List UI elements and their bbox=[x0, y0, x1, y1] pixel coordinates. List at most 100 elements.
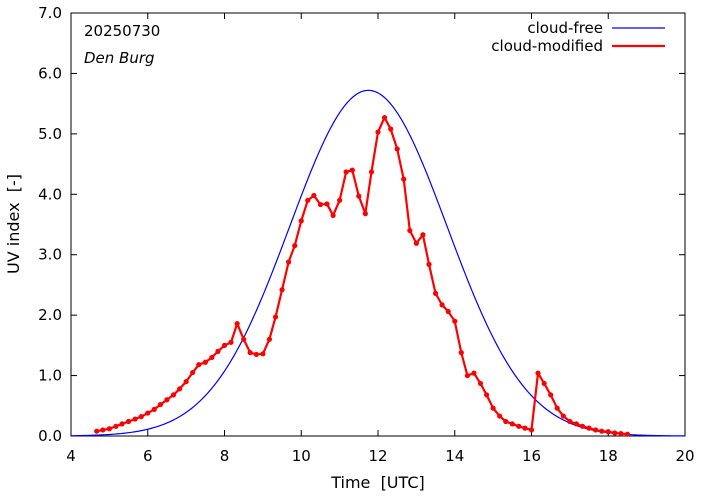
x-tick-label: 10 bbox=[292, 447, 311, 465]
data-point-cloud-modified bbox=[522, 425, 528, 431]
data-point-cloud-modified bbox=[183, 379, 189, 385]
data-point-cloud-modified bbox=[266, 336, 272, 342]
x-tick-label: 6 bbox=[143, 447, 153, 465]
data-point-cloud-modified bbox=[317, 201, 324, 208]
data-point-cloud-modified bbox=[106, 426, 112, 432]
y-tick-label: 6.0 bbox=[38, 64, 62, 82]
y-tick-label: 1.0 bbox=[38, 367, 62, 385]
data-point-cloud-modified bbox=[209, 354, 215, 361]
data-point-cloud-modified bbox=[420, 232, 426, 238]
data-point-cloud-modified bbox=[497, 413, 503, 419]
data-point-cloud-modified bbox=[164, 397, 170, 403]
data-point-cloud-modified bbox=[330, 212, 336, 219]
data-point-cloud-modified bbox=[279, 287, 285, 293]
data-point-cloud-modified bbox=[432, 290, 439, 296]
data-point-cloud-modified bbox=[599, 428, 605, 434]
plot-frame bbox=[70, 12, 686, 437]
data-point-cloud-modified bbox=[464, 372, 471, 379]
data-point-cloud-modified bbox=[452, 318, 458, 324]
data-point-cloud-modified bbox=[586, 425, 592, 431]
y-tick-label: 2.0 bbox=[38, 306, 62, 324]
data-point-cloud-modified bbox=[260, 351, 266, 357]
data-point-cloud-modified bbox=[343, 169, 349, 175]
x-tick-label: 14 bbox=[445, 447, 464, 465]
data-point-cloud-modified bbox=[605, 429, 611, 435]
data-point-cloud-modified bbox=[401, 176, 407, 182]
x-axis-title: Time [UTC] bbox=[330, 473, 425, 492]
data-point-cloud-modified bbox=[439, 302, 445, 308]
data-point-cloud-modified bbox=[624, 431, 631, 437]
x-tick-labels: 4 6 8 10 12 14 16 18 20 bbox=[66, 447, 694, 465]
legend-label-cloud-modified: cloud-modified bbox=[491, 37, 603, 55]
annotation-date: 20250730 bbox=[84, 22, 160, 40]
data-point-cloud-modified bbox=[356, 193, 362, 199]
data-point-cloud-modified bbox=[132, 416, 138, 422]
y-axis-title: UV index [-] bbox=[4, 174, 23, 274]
data-point-cloud-modified bbox=[509, 421, 515, 427]
data-point-cloud-modified bbox=[157, 401, 164, 408]
data-point-cloud-modified bbox=[388, 126, 394, 132]
data-point-cloud-modified bbox=[292, 243, 298, 249]
data-point-cloud-modified bbox=[202, 359, 208, 365]
data-point-cloud-modified bbox=[285, 259, 292, 265]
data-point-cloud-modified bbox=[394, 146, 400, 152]
data-point-cloud-modified bbox=[324, 201, 330, 207]
x-tick-label: 8 bbox=[220, 447, 230, 465]
data-point-cloud-modified bbox=[151, 406, 157, 413]
data-point-cloud-modified bbox=[298, 218, 304, 224]
x-tick-label: 18 bbox=[599, 447, 618, 465]
data-point-cloud-modified bbox=[125, 418, 132, 425]
data-point-cloud-modified bbox=[541, 380, 547, 387]
data-point-cloud-modified bbox=[554, 405, 560, 411]
y-tick-label: 4.0 bbox=[38, 185, 62, 203]
data-point-cloud-modified bbox=[560, 413, 566, 419]
y-tick-labels: 0.0 1.0 2.0 3.0 4.0 5.0 6.0 7.0 bbox=[38, 4, 62, 445]
data-point-cloud-modified bbox=[94, 428, 100, 434]
axis-ticks bbox=[70, 12, 686, 437]
data-point-cloud-modified bbox=[272, 314, 279, 320]
data-point-cloud-modified bbox=[535, 370, 541, 376]
data-point-cloud-modified bbox=[337, 197, 343, 203]
data-point-cloud-modified bbox=[477, 380, 484, 387]
y-tick-label: 3.0 bbox=[38, 246, 62, 264]
x-tick-label: 16 bbox=[522, 447, 541, 465]
data-point-cloud-modified bbox=[368, 169, 375, 175]
data-point-cloud-modified bbox=[241, 336, 247, 342]
data-point-cloud-modified bbox=[215, 348, 221, 354]
data-point-cloud-modified bbox=[592, 427, 599, 433]
data-point-cloud-modified bbox=[579, 423, 586, 429]
data-point-cloud-modified bbox=[100, 427, 106, 433]
data-point-cloud-modified bbox=[612, 430, 618, 436]
series-layer bbox=[70, 89, 686, 437]
data-point-cloud-modified bbox=[528, 427, 535, 433]
data-point-cloud-modified bbox=[138, 414, 144, 420]
y-tick-label: 0.0 bbox=[38, 427, 62, 445]
data-point-cloud-modified bbox=[471, 370, 477, 376]
data-point-cloud-modified bbox=[484, 392, 490, 398]
y-tick-label: 7.0 bbox=[38, 4, 62, 22]
data-point-cloud-modified bbox=[311, 192, 317, 199]
x-tick-label: 20 bbox=[675, 447, 694, 465]
data-point-cloud-modified bbox=[413, 240, 419, 246]
data-point-cloud-modified bbox=[305, 197, 311, 203]
data-point-cloud-modified bbox=[196, 362, 202, 368]
data-point-cloud-modified bbox=[145, 410, 151, 416]
data-point-cloud-modified bbox=[516, 423, 522, 429]
x-tick-label: 4 bbox=[66, 447, 76, 465]
data-point-cloud-modified bbox=[234, 321, 240, 327]
data-point-cloud-modified bbox=[349, 167, 355, 173]
data-point-cloud-modified bbox=[228, 339, 234, 345]
data-point-cloud-modified bbox=[362, 211, 368, 217]
data-point-cloud-modified bbox=[426, 261, 432, 267]
data-point-cloud-modified bbox=[458, 350, 464, 356]
data-point-cloud-modified bbox=[548, 392, 554, 398]
y-tick-label: 5.0 bbox=[38, 125, 62, 143]
data-point-cloud-modified bbox=[567, 418, 573, 425]
data-point-cloud-modified bbox=[503, 418, 509, 425]
x-tick-label: 12 bbox=[368, 447, 387, 465]
series-line-cloud-free bbox=[70, 89, 686, 437]
annotation-station: Den Burg bbox=[84, 49, 155, 67]
data-point-cloud-modified bbox=[618, 430, 624, 437]
data-point-cloud-modified bbox=[190, 369, 196, 376]
data-point-cloud-modified bbox=[247, 350, 253, 356]
